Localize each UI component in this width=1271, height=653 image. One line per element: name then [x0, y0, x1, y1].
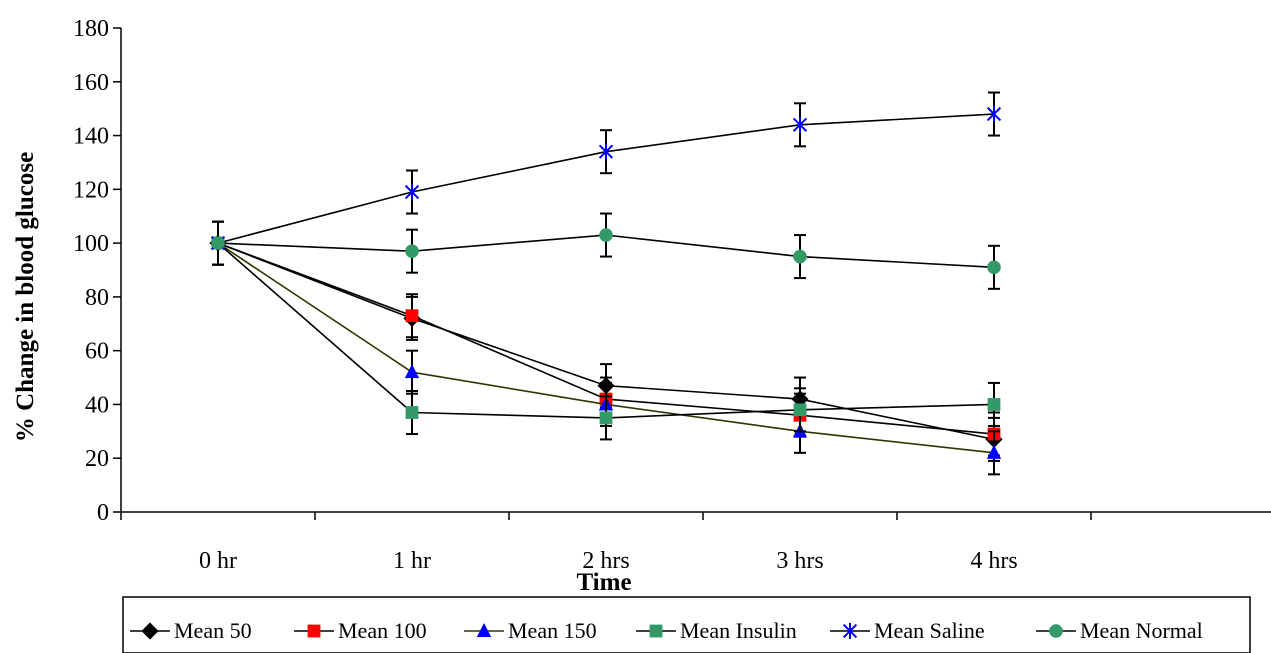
- y-tick-label: 20: [85, 446, 109, 472]
- legend-label: Mean 100: [338, 618, 427, 643]
- legend: Mean 50 Mean 100 Mean 150 Mean Insulin Mean …: [122, 596, 1251, 653]
- data-point: [405, 406, 419, 419]
- data-point: [599, 411, 613, 425]
- series-layer: [209, 91, 1003, 476]
- y-tick-label: 100: [73, 231, 109, 257]
- legend-entry-mean-saline: Mean Saline: [830, 618, 985, 643]
- legend-marker: [842, 623, 858, 639]
- y-tick-label: 80: [85, 285, 109, 311]
- data-point: [986, 444, 1002, 459]
- y-tick-label: 60: [85, 339, 109, 365]
- legend-entry-mean-50: Mean 50: [130, 618, 252, 643]
- data-point: [405, 244, 419, 258]
- data-point: [405, 309, 419, 323]
- y-tick-label: 180: [73, 16, 109, 42]
- series-mean-normal: [211, 212, 1001, 290]
- data-point: [986, 106, 1002, 123]
- data-point: [792, 116, 808, 133]
- data-point: [793, 403, 807, 417]
- data-point: [987, 398, 1001, 411]
- x-tick-label: 4 hrs: [970, 548, 1017, 574]
- y-tick-label: 0: [97, 500, 109, 526]
- legend-label: Mean Saline: [874, 618, 985, 643]
- legend-marker: [307, 624, 321, 638]
- legend-label: Mean 50: [174, 618, 252, 643]
- x-tick-label: 3 hrs: [776, 548, 823, 574]
- legend-entry-mean-100: Mean 100: [294, 618, 427, 643]
- x-tick-labels: 0 hr 1 hr 2 hrs 3 hrs 4 hrs: [199, 548, 1018, 574]
- y-axis-title: % Change in blood glucose: [12, 152, 39, 442]
- legend-marker: [141, 622, 159, 640]
- legend-marker: [476, 623, 492, 637]
- data-point: [211, 236, 225, 250]
- chart-axes: [113, 27, 1271, 520]
- x-tick-label: 1 hr: [393, 548, 431, 574]
- legend-label: Mean Normal: [1080, 618, 1203, 643]
- legend-entry-mean-normal: Mean Normal: [1036, 618, 1203, 643]
- legend-marker: [1049, 624, 1063, 638]
- data-point: [404, 364, 420, 379]
- y-tick-label: 120: [73, 177, 109, 203]
- y-tick-label: 140: [73, 124, 109, 150]
- data-point: [599, 228, 613, 242]
- legend-marker: [649, 624, 663, 638]
- legend-label: Mean 150: [508, 618, 597, 643]
- data-point: [404, 184, 420, 201]
- legend-entry-mean-insulin: Mean Insulin: [636, 618, 797, 643]
- x-tick-label: 0 hr: [199, 548, 237, 574]
- x-axis-title: Time: [576, 569, 631, 596]
- x-tick-label: 2 hrs: [582, 548, 629, 574]
- y-tick-label: 40: [85, 392, 109, 418]
- data-point: [987, 260, 1001, 275]
- legend-label: Mean Insulin: [680, 618, 797, 643]
- legend-entry-mean-150: Mean 150: [464, 618, 597, 643]
- y-tick-label: 160: [73, 70, 109, 96]
- data-point: [793, 249, 807, 264]
- data-point: [598, 143, 614, 160]
- y-tick-labels: 0 20 40 60 80 100 120 140 160 180: [73, 16, 109, 526]
